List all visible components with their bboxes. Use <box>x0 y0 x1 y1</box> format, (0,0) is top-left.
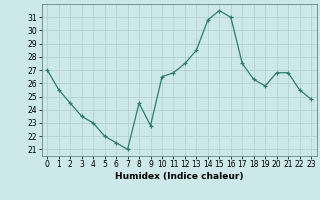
X-axis label: Humidex (Indice chaleur): Humidex (Indice chaleur) <box>115 172 244 181</box>
